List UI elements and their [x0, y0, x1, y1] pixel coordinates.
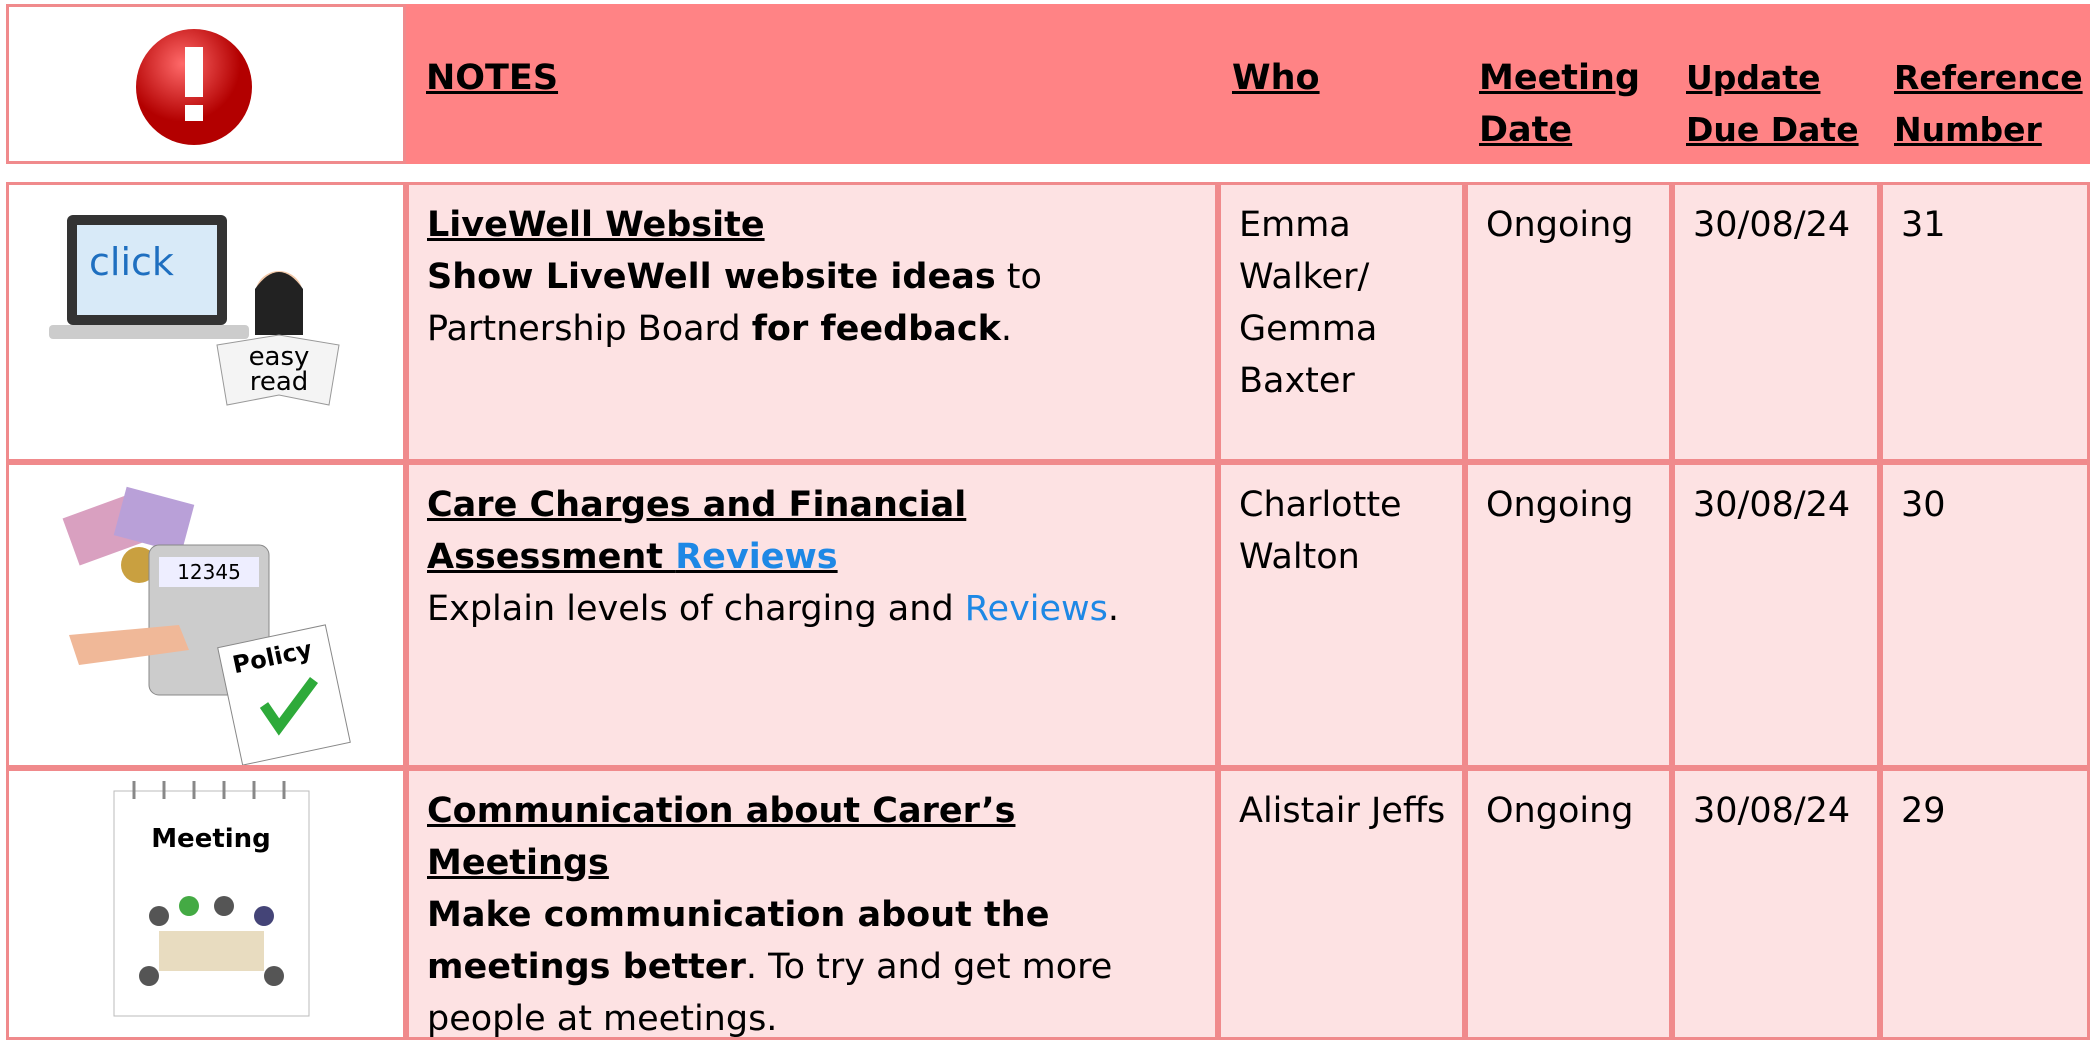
meeting-icon: Meeting [113, 781, 310, 1017]
who-cell: Emma Walker/ Gemma Baxter [1218, 182, 1465, 462]
note-title: LiveWell Website [427, 205, 765, 245]
header-text: NOTES [426, 58, 559, 98]
header-text: Meeting Date [1479, 58, 1641, 150]
who: Charlotte Walton [1239, 485, 1402, 577]
header-notes: NOTES [406, 4, 1218, 164]
text: . [1000, 309, 1012, 349]
note-title: Communication about Carer’s Meetings [427, 791, 1016, 883]
link[interactable]: Reviews [964, 589, 1108, 629]
laptop-icon: click easy read [49, 215, 340, 406]
text: Care Charges and Financial Assessment [427, 485, 967, 577]
text: . To try and get more people at meetings… [427, 947, 1113, 1039]
reference-number: 30 [1901, 485, 1946, 525]
who-cell: Charlotte Walton [1218, 462, 1465, 768]
who: Alistair Jeffs [1239, 791, 1446, 831]
note-description: Show LiveWell website ideas to Partnersh… [427, 251, 1199, 355]
header-text: Update Due Date [1686, 58, 1859, 149]
header-text: Reference Number [1894, 58, 2083, 149]
header-reference-number: Reference Number [1880, 4, 2090, 164]
meeting-date-cell: Ongoing [1465, 182, 1672, 462]
image-text: 12345 [177, 560, 241, 584]
update-due-date: 30/08/24 [1693, 205, 1851, 245]
reference-cell: 30 [1880, 462, 2090, 768]
text: to Partnership Board [427, 257, 1042, 349]
update-due-date: 30/08/24 [1693, 791, 1851, 831]
image-text: read [250, 367, 309, 397]
note-title: Care Charges and Financial Assessment Re… [427, 479, 1199, 583]
update-due-date: 30/08/24 [1693, 485, 1851, 525]
update-due-cell: 30/08/24 [1672, 462, 1880, 768]
header-who: Who [1218, 4, 1465, 164]
header-meeting-date: Meeting Date [1465, 4, 1672, 164]
finance-icon: 12345 Policy [62, 486, 351, 766]
who: Emma Walker/ Gemma Baxter [1239, 205, 1378, 401]
note-description: Explain levels of charging and Reviews. [427, 583, 1199, 635]
image-text: easy [249, 342, 310, 372]
link[interactable]: Reviews [675, 537, 838, 577]
meeting-date: Ongoing [1486, 485, 1634, 525]
notes-cell: LiveWell Website Show LiveWell website i… [406, 182, 1218, 462]
text-bold: Show LiveWell website ideas [427, 257, 996, 297]
who-cell: Alistair Jeffs [1218, 768, 1465, 1040]
alert-cell [6, 4, 406, 164]
meeting-date: Ongoing [1486, 205, 1634, 245]
meeting-date-cell: Ongoing [1465, 768, 1672, 1040]
text: Explain levels of charging and [427, 589, 965, 629]
meeting-date-cell: Ongoing [1465, 462, 1672, 768]
text: . [1107, 589, 1120, 629]
notes-cell: Communication about Carer’s Meetings Mak… [406, 768, 1218, 1040]
row-image: Meeting [6, 768, 406, 1040]
image-text: click [89, 240, 174, 284]
reference-cell: 29 [1880, 768, 2090, 1040]
note-description: Make communication about the meetings be… [427, 889, 1199, 1045]
text-bold: Make communication about the meetings be… [427, 895, 1050, 987]
update-due-cell: 30/08/24 [1672, 182, 1880, 462]
update-due-cell: 30/08/24 [1672, 768, 1880, 1040]
reference-cell: 31 [1880, 182, 2090, 462]
row-image: 12345 Policy [6, 462, 406, 768]
reference-number: 31 [1901, 205, 1946, 245]
meeting-date: Ongoing [1486, 791, 1634, 831]
row-image: click easy read [6, 182, 406, 462]
header-text: Who [1232, 58, 1320, 98]
notes-cell: Care Charges and Financial Assessment Re… [406, 462, 1218, 768]
alert-icon [136, 29, 252, 145]
reference-number: 29 [1901, 791, 1946, 831]
text-bold: for feedback [751, 309, 1001, 349]
header-update-due-date: Update Due Date [1672, 4, 1880, 164]
image-text: Meeting [151, 824, 271, 854]
